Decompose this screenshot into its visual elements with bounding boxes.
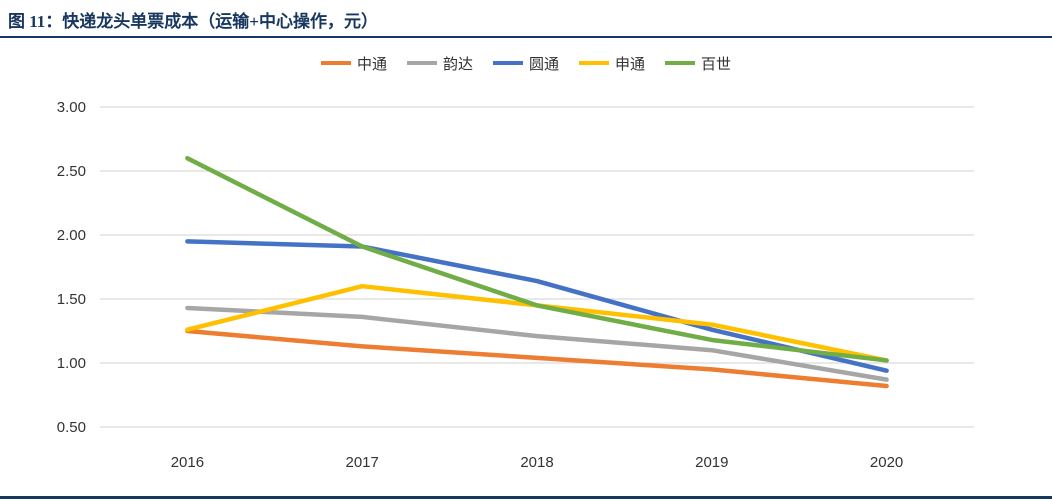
legend-label: 百世 bbox=[701, 55, 732, 73]
y-tick-label: 3.00 bbox=[57, 99, 86, 116]
legend-label: 中通 bbox=[356, 55, 387, 73]
x-tick-label: 2016 bbox=[171, 454, 204, 471]
legend-item: 百世 bbox=[665, 53, 731, 74]
legend-line-swatch bbox=[492, 61, 523, 65]
legend-line-swatch bbox=[320, 61, 351, 65]
series-line-0 bbox=[185, 328, 889, 389]
figure-title: 图 11：快递龙头单票成本（运输+中心操作，元） bbox=[8, 12, 378, 31]
legend-item: 韵达 bbox=[406, 53, 473, 74]
legend-item: 申通 bbox=[579, 53, 645, 74]
x-tick-label: 2020 bbox=[870, 454, 903, 471]
title-underline bbox=[0, 36, 1052, 38]
series-line-1 bbox=[185, 305, 889, 382]
legend-item: 中通 bbox=[320, 53, 387, 74]
x-tick-label: 2017 bbox=[346, 454, 379, 471]
y-tick-label: 1.50 bbox=[57, 291, 86, 308]
legend-label: 申通 bbox=[615, 55, 646, 73]
gridlines: 0.50 1.00 1.50 2.00 2.50 3.00 bbox=[57, 99, 974, 436]
legend-label: 韵达 bbox=[442, 55, 473, 73]
legend-line-swatch bbox=[579, 61, 609, 65]
legend-item: 圆通 bbox=[492, 53, 559, 74]
x-tick-label: 2019 bbox=[695, 454, 728, 471]
x-tick-label: 2018 bbox=[520, 454, 553, 471]
y-tick-label: 2.50 bbox=[57, 163, 86, 180]
series-lines bbox=[185, 155, 889, 389]
series-line-2 bbox=[185, 239, 889, 373]
chart-legend: 中通 韵达 圆通 申通 百世 bbox=[0, 52, 1052, 74]
y-tick-label: 1.00 bbox=[57, 355, 86, 372]
x-axis-labels: 2016 2017 2018 2019 2020 bbox=[171, 454, 904, 471]
y-tick-label: 2.00 bbox=[57, 227, 86, 244]
line-chart: 0.50 1.00 1.50 2.00 2.50 3.00 2016 2017 2018 2019… bbox=[57, 99, 974, 471]
legend-label: 圆通 bbox=[528, 55, 559, 73]
bottom-rule bbox=[0, 496, 1052, 499]
series-line-4 bbox=[185, 155, 889, 363]
legend-line-swatch bbox=[406, 61, 437, 65]
y-tick-label: 0.50 bbox=[57, 419, 86, 436]
legend-line-swatch bbox=[665, 61, 696, 65]
chart-area: 0.50 1.00 1.50 2.00 2.50 3.00 2016 2017 2018 2019… bbox=[0, 82, 1052, 492]
